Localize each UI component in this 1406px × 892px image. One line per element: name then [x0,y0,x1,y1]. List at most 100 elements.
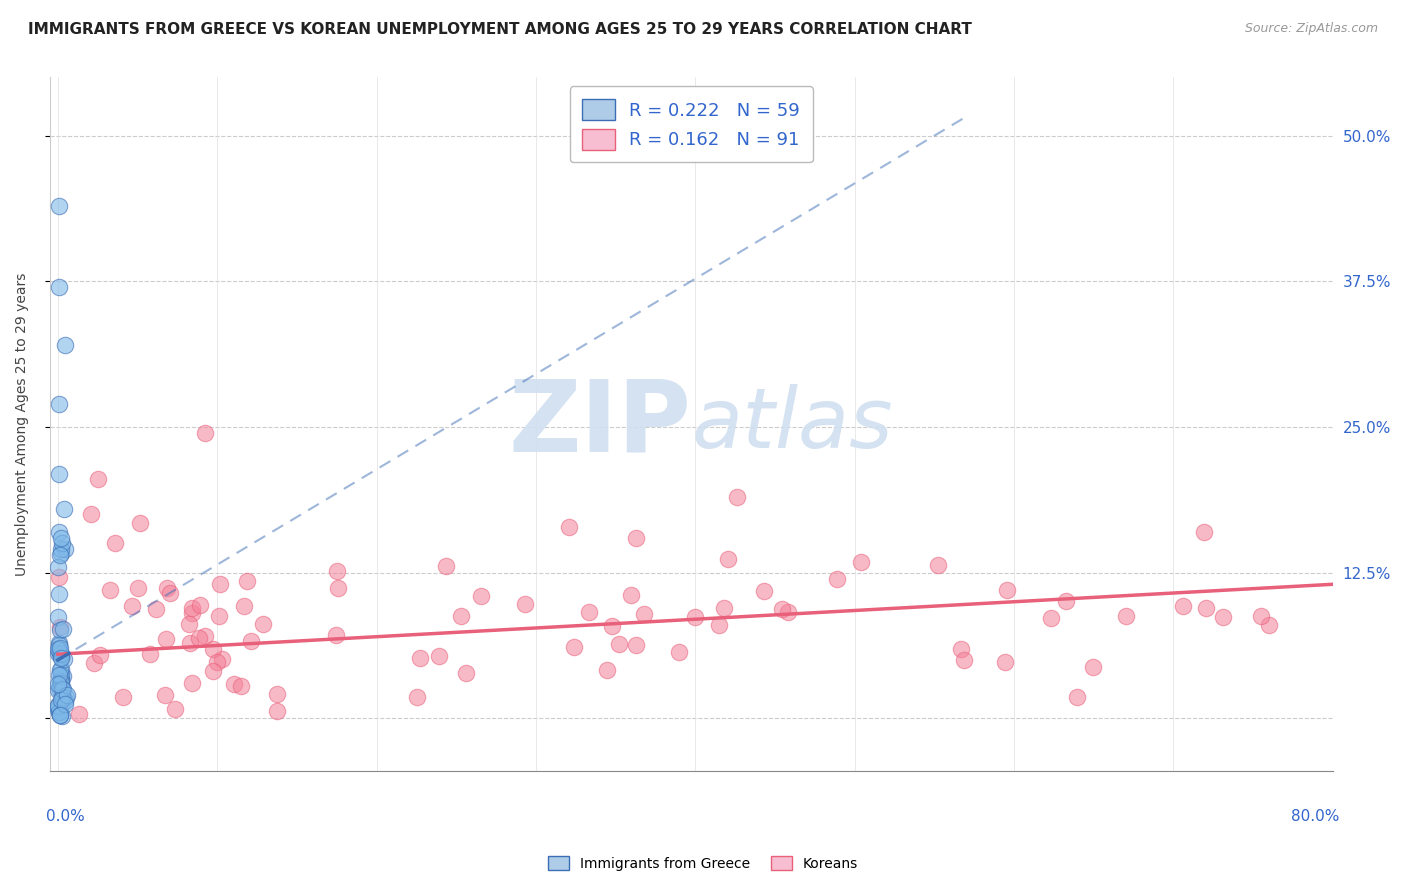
Point [49,662,72,676]
Point [48,705,70,719]
Point [48,587,70,601]
Point [49,707,72,722]
Point [46,647,69,661]
Point [326,564,349,578]
Point [994,655,1017,669]
Point [624,638,647,652]
Point [46,682,69,697]
Point [46,698,69,712]
Point [326,581,349,595]
Point [89,648,111,663]
Point [409,650,432,665]
Point [207,655,229,669]
Point [46,610,69,624]
Point [48,548,70,562]
Text: Source: ZipAtlas.com: Source: ZipAtlas.com [1244,22,1378,36]
Point [620,588,643,602]
Point [52,669,75,683]
Point [325,628,347,642]
Point [236,574,259,588]
Point [52,681,75,696]
Point [48,643,70,657]
Point [46,702,69,716]
Point [717,551,740,566]
Point [121,599,143,613]
Point [827,572,849,586]
Point [224,677,246,691]
Point [229,679,252,693]
Point [155,582,177,596]
Point [668,645,690,659]
Point [456,665,478,680]
Point [211,652,233,666]
Point [52,690,75,705]
Point [609,637,631,651]
Point [1212,610,1234,624]
Point [165,701,187,715]
Point [770,602,793,616]
Point [578,605,600,619]
Legend: R = 0.222   N = 59, R = 0.162   N = 91: R = 0.222 N = 59, R = 0.162 N = 91 [569,87,813,162]
Point [49,542,72,557]
Point [49,707,72,722]
Point [633,607,655,621]
Point [48,668,70,682]
Point [48,524,70,539]
Point [48,570,70,584]
Text: atlas: atlas [692,384,893,465]
Point [48,638,70,652]
Point [52,652,75,666]
Point [752,584,775,599]
Point [86,472,108,486]
Point [208,608,231,623]
Point [997,583,1019,598]
Point [53,501,76,516]
Point [51,690,73,705]
Point [55,690,77,704]
Point [239,634,262,648]
Point [155,632,177,647]
Point [83,657,105,671]
Point [159,586,181,600]
Point [49,692,72,706]
Point [558,520,581,534]
Point [602,619,624,633]
Point [1115,608,1137,623]
Point [104,536,127,550]
Point [434,558,457,573]
Point [145,602,167,616]
Point [188,598,211,612]
Point [51,672,73,686]
Point [596,663,619,677]
Point [49,651,72,665]
Point [1083,660,1105,674]
Point [181,601,204,615]
Point [562,640,585,655]
Point [49,683,72,698]
Point [849,555,872,569]
Point [1250,609,1272,624]
Point [179,617,201,632]
Point [266,686,288,700]
Point [51,650,73,665]
Point [179,636,201,650]
Point [79,508,101,522]
Point [252,617,274,632]
Point [1066,690,1088,704]
Point [713,601,735,615]
Point [778,605,800,619]
Point [48,635,70,649]
Point [48,676,70,690]
Y-axis label: Unemployment Among Ages 25 to 29 years: Unemployment Among Ages 25 to 29 years [15,272,30,575]
Point [53,542,76,557]
Point [1257,618,1279,632]
Point [55,689,77,703]
Point [927,558,949,572]
Point [233,599,256,613]
Point [450,609,472,624]
Point [187,631,209,645]
Point [67,707,90,722]
Point [1195,600,1218,615]
Point [51,668,73,682]
Point [48,467,70,481]
